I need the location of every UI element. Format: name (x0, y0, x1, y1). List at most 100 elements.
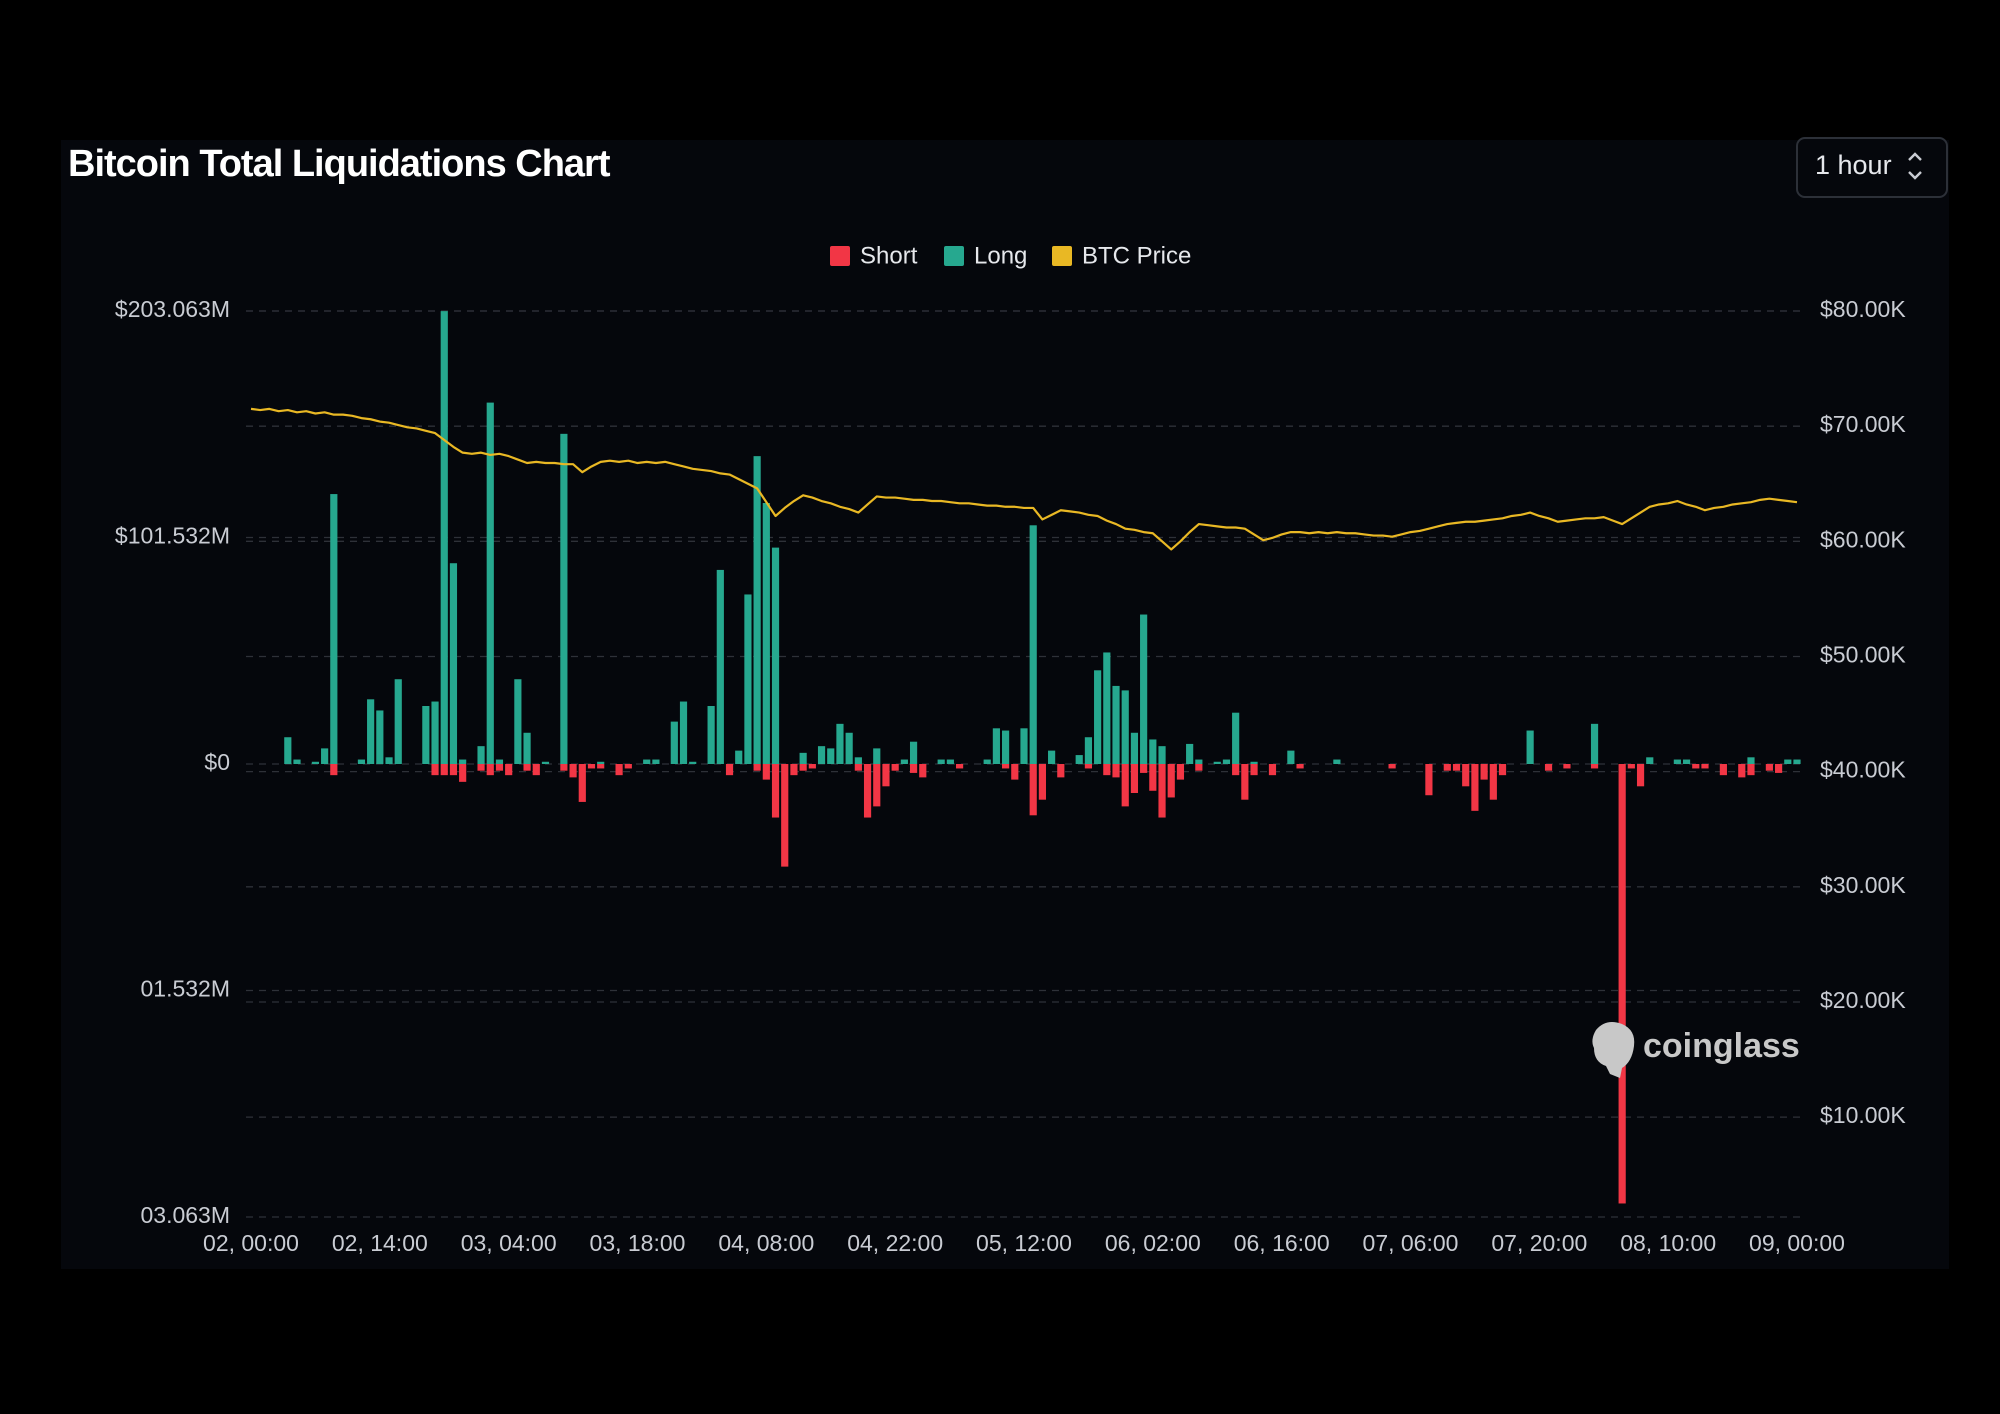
bar (422, 705, 430, 764)
y2-tick-label: $70.00K (1820, 411, 1906, 437)
bar (477, 764, 485, 771)
y-tick-label: 01.532M (140, 976, 230, 1002)
bar (643, 759, 651, 764)
legend-swatch (830, 246, 850, 266)
bar (541, 761, 550, 764)
interval-dropdown[interactable]: 1 hour (1796, 137, 1948, 198)
bar (873, 748, 881, 764)
bar (1149, 739, 1157, 764)
bar (578, 764, 586, 802)
bar (532, 764, 540, 776)
bar (1498, 764, 1507, 776)
bar (827, 748, 835, 764)
bar (1692, 764, 1700, 769)
bar (909, 741, 918, 764)
bar (1038, 764, 1046, 800)
bar (330, 764, 338, 776)
bar (955, 764, 964, 769)
y2-tick-label: $50.00K (1820, 642, 1906, 668)
x-tick-label: 05, 12:00 (976, 1230, 1072, 1256)
bar (753, 764, 761, 771)
bar (1149, 764, 1157, 791)
bar (817, 746, 826, 764)
bar (1140, 614, 1148, 764)
price-line (250, 407, 1798, 551)
bar (587, 764, 596, 769)
dropdown-box[interactable] (1796, 137, 1948, 198)
bar (808, 764, 816, 769)
bar (771, 764, 780, 818)
panel (61, 140, 1949, 1269)
bar (1646, 757, 1654, 764)
bar (1784, 759, 1792, 764)
bar (771, 547, 780, 764)
bar (1020, 728, 1028, 764)
bar (1121, 690, 1129, 764)
bar (1471, 764, 1479, 811)
bar (449, 764, 458, 776)
bar (762, 764, 770, 780)
bar (1590, 764, 1599, 769)
bar (725, 764, 734, 776)
y2-tick-label: $80.00K (1820, 296, 1906, 322)
bar (873, 764, 881, 807)
bar (1480, 764, 1488, 780)
bar (1673, 759, 1681, 764)
bar-series (330, 764, 1783, 1204)
bar (1094, 670, 1102, 764)
x-tick-label: 06, 16:00 (1234, 1230, 1330, 1256)
bar (1682, 759, 1691, 764)
bar (615, 764, 623, 776)
bar (440, 311, 448, 764)
dropdown-label[interactable]: 1 hour (1815, 150, 1892, 180)
x-tick-label: 03, 18:00 (590, 1230, 686, 1256)
x-tick-label: 02, 00:00 (203, 1230, 299, 1256)
bar (1213, 761, 1221, 764)
y2-tick-label: $40.00K (1820, 757, 1906, 783)
bar-series (284, 311, 1801, 764)
bar (1388, 764, 1396, 769)
x-tick-label: 08, 10:00 (1620, 1230, 1716, 1256)
x-tick-label: 06, 02:00 (1105, 1230, 1201, 1256)
bar (1232, 712, 1240, 764)
bar (1618, 764, 1626, 1204)
bar (560, 433, 568, 764)
bar (284, 737, 292, 764)
bar (293, 759, 301, 764)
bar (449, 563, 458, 764)
legend-label: Long (974, 242, 1027, 269)
bar (367, 699, 375, 764)
bar (1590, 723, 1599, 764)
y-tick-label: $203.063M (115, 296, 230, 322)
bar (1719, 764, 1727, 776)
bar (891, 764, 899, 771)
watermark-text: coinglass (1643, 1027, 1800, 1065)
bar (716, 569, 724, 764)
bar (1544, 764, 1553, 771)
legend-label: BTC Price (1082, 242, 1191, 269)
legend-swatch (1052, 246, 1072, 266)
bar (459, 764, 467, 782)
bar (1048, 750, 1056, 764)
bar (652, 759, 660, 764)
bar (1747, 764, 1755, 776)
bar (1084, 764, 1093, 769)
dropdown-chevron[interactable] (1908, 152, 1922, 180)
bar (1775, 764, 1783, 773)
bar (799, 752, 807, 764)
chart-title: Bitcoin Total Liquidations Chart (68, 143, 611, 185)
bar (1462, 764, 1470, 787)
bar (863, 764, 872, 818)
bar (1489, 764, 1497, 800)
bar (311, 761, 320, 764)
x-tick-label: 04, 22:00 (847, 1230, 943, 1256)
bar (689, 761, 697, 764)
bar (514, 679, 522, 764)
bar (1250, 761, 1258, 764)
bar (909, 764, 918, 773)
bar (854, 764, 862, 771)
bar (1130, 732, 1139, 764)
bar (431, 764, 439, 776)
x-tick-label: 02, 14:00 (332, 1230, 428, 1256)
bar (1029, 525, 1037, 764)
